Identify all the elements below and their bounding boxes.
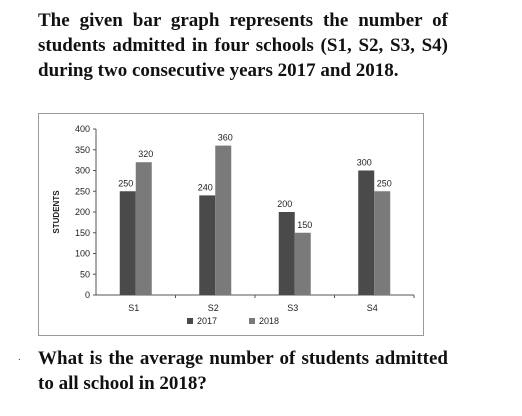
y-tick-label: 250 <box>75 186 90 196</box>
chart-frame: STUDENTS 0 50 100 150 200 250 300 350 400 250 320 S1… <box>38 113 424 336</box>
bar-label-s3-2017: 200 <box>277 199 292 209</box>
y-tick-label: 150 <box>75 228 90 238</box>
bullet-mark: . <box>18 352 21 363</box>
bar-s3-2018 <box>294 232 311 295</box>
bar-label-s1-2017: 250 <box>118 178 133 188</box>
y-tick-label: 350 <box>75 145 90 155</box>
legend-swatch-2017 <box>187 318 193 324</box>
x-tick-label-s4: S4 <box>367 303 378 313</box>
y-tick-label: 300 <box>75 166 90 176</box>
x-tick-label-s2: S2 <box>208 303 219 313</box>
bar-s1-2018 <box>135 162 152 295</box>
bar-label-s4-2018: 250 <box>377 178 392 188</box>
y-tick-label: 100 <box>75 249 90 259</box>
y-tick-label: 50 <box>80 269 90 279</box>
bar-s2-2017 <box>199 195 216 295</box>
bar-s4-2018 <box>374 191 391 295</box>
bar-chart: STUDENTS 0 50 100 150 200 250 300 350 400 250 320 S1… <box>52 124 415 326</box>
bar-label-s3-2018: 150 <box>297 220 312 230</box>
bar-label-s4-2017: 300 <box>357 158 372 168</box>
legend-label-2017: 2017 <box>197 316 217 326</box>
question-intro: The given bar graph represents the numbe… <box>38 10 448 81</box>
y-tick-label: 0 <box>85 290 90 300</box>
legend-label-2018: 2018 <box>259 316 279 326</box>
x-tick-label-s1: S1 <box>128 303 139 313</box>
bar-s4-2017 <box>358 170 375 295</box>
bar-s2-2018 <box>215 145 232 295</box>
bar-s3-2017 <box>278 212 295 295</box>
bar-s1-2017 <box>119 191 136 295</box>
y-axis-label: STUDENTS <box>52 190 61 234</box>
y-tick-label: 200 <box>75 207 90 217</box>
x-tick-label-s3: S3 <box>287 303 298 313</box>
bar-label-s1-2018: 320 <box>138 149 153 159</box>
bar-label-s2-2017: 240 <box>198 182 213 192</box>
legend-swatch-2018 <box>249 318 255 324</box>
bar-label-s2-2018: 360 <box>218 133 233 143</box>
question-text: What is the average number of students a… <box>38 348 448 394</box>
y-tick-label: 400 <box>75 124 90 134</box>
